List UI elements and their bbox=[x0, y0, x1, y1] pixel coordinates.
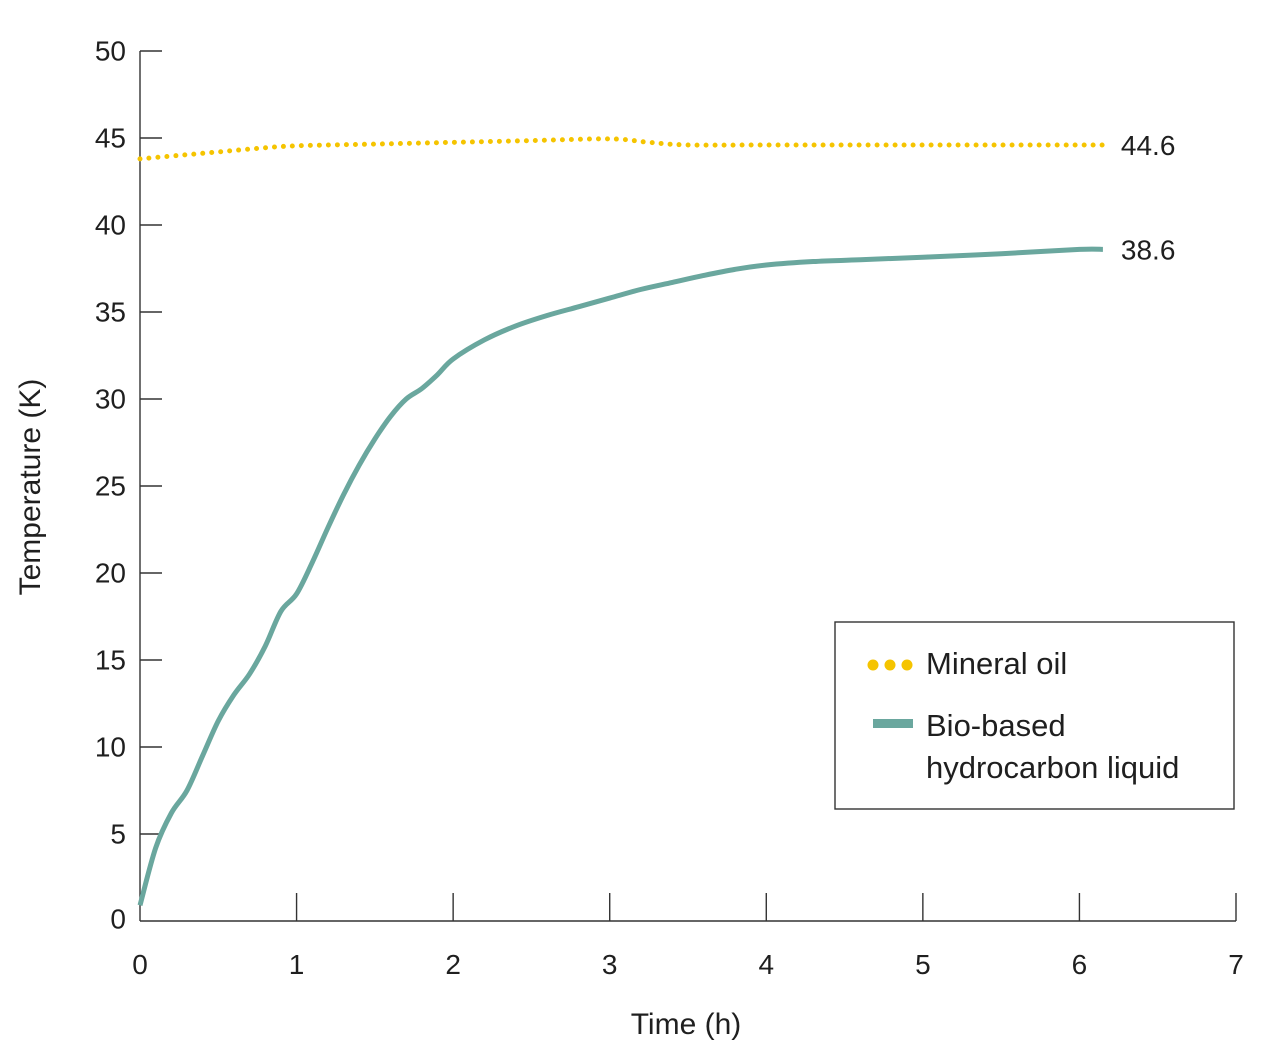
legend-box bbox=[834, 621, 1235, 810]
x-axis-ticks: 0 1 2 3 4 5 6 7 bbox=[132, 893, 1244, 980]
x-tick-label: 3 bbox=[602, 949, 618, 980]
series-line-bio-based-hydrocarbon-liquid bbox=[137, 246, 1103, 906]
x-tick-label: 0 bbox=[132, 949, 148, 980]
legend: Mineral oil Bio-based hydrocarbon liquid bbox=[834, 621, 1235, 810]
legend-label-bio-based: Bio-based hydrocarbon liquid bbox=[926, 708, 1179, 785]
y-tick-label: 35 bbox=[95, 297, 126, 328]
legend-dot bbox=[901, 659, 913, 671]
legend-swatch-mineral-oil bbox=[867, 659, 913, 671]
legend-label-line: hydrocarbon liquid bbox=[926, 750, 1179, 785]
y-tick-label: 40 bbox=[95, 210, 126, 241]
legend-dot bbox=[867, 659, 879, 671]
end-label-bio-based: 38.6 bbox=[1121, 234, 1176, 265]
y-tick-label: 50 bbox=[95, 36, 126, 67]
series-line-mineral-oil bbox=[137, 136, 1106, 162]
legend-swatch-bio-based bbox=[873, 719, 913, 728]
legend-dot bbox=[884, 659, 896, 671]
legend-label-line: Bio-based bbox=[926, 708, 1066, 743]
legend-label-mineral-oil: Mineral oil bbox=[926, 646, 1067, 681]
y-tick-label: 5 bbox=[110, 819, 126, 850]
y-tick-label: 30 bbox=[95, 384, 126, 415]
y-tick-label: 20 bbox=[95, 558, 126, 589]
x-tick-label: 7 bbox=[1228, 949, 1244, 980]
y-tick-label: 15 bbox=[95, 645, 126, 676]
x-axis-title: Time (h) bbox=[631, 1008, 742, 1041]
x-tick-label: 2 bbox=[445, 949, 461, 980]
x-tick-label: 1 bbox=[289, 949, 305, 980]
y-tick-label: 45 bbox=[95, 123, 126, 154]
x-tick-label: 6 bbox=[1072, 949, 1088, 980]
x-tick-label: 4 bbox=[758, 949, 774, 980]
end-label-mineral-oil: 44.6 bbox=[1121, 130, 1176, 161]
y-axis-title: Temperature (K) bbox=[14, 379, 47, 596]
x-tick-label: 5 bbox=[915, 949, 931, 980]
y-tick-label: 10 bbox=[95, 732, 126, 763]
y-tick-label: 0 bbox=[110, 904, 126, 935]
y-axis-ticks: 0 5 10 15 20 25 30 35 40 45 50 bbox=[95, 36, 162, 935]
y-tick-label: 25 bbox=[95, 471, 126, 502]
